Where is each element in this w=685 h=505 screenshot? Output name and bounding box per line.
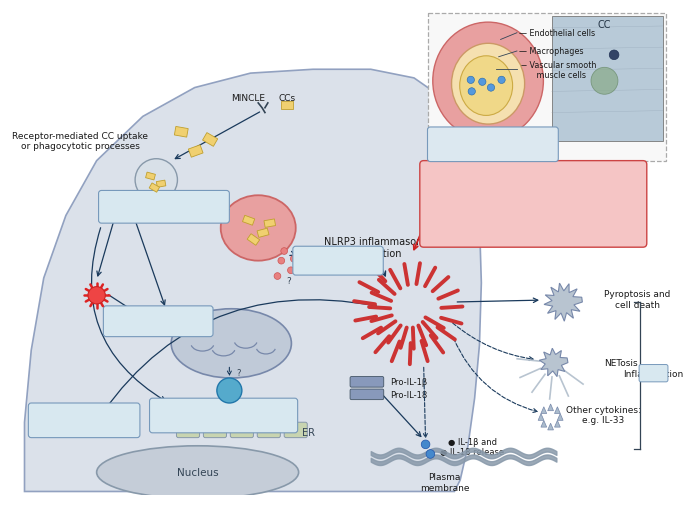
FancyBboxPatch shape <box>28 403 140 438</box>
Ellipse shape <box>97 446 299 499</box>
Text: Pyroptosis and
cell death: Pyroptosis and cell death <box>604 290 671 309</box>
FancyBboxPatch shape <box>293 247 383 276</box>
Circle shape <box>426 450 435 459</box>
Text: NETosis: NETosis <box>604 359 638 367</box>
Circle shape <box>591 68 618 95</box>
Circle shape <box>421 440 430 449</box>
FancyBboxPatch shape <box>99 191 229 224</box>
Text: Lysosomal damage
(membrane rupture): Lysosomal damage (membrane rupture) <box>117 197 210 217</box>
Text: MINCLE: MINCLE <box>232 93 266 103</box>
Text: Demonstrated to be affected
by the presence of CCs: Demonstrated to be affected by the prese… <box>434 134 551 154</box>
Text: CCs: CCs <box>279 93 296 103</box>
Text: Nucleus: Nucleus <box>177 467 219 477</box>
Polygon shape <box>149 183 160 193</box>
Text: ?: ? <box>286 277 291 286</box>
Polygon shape <box>555 407 560 414</box>
Circle shape <box>288 267 295 274</box>
Polygon shape <box>548 404 553 411</box>
Text: Content
release: Content release <box>320 251 356 271</box>
FancyBboxPatch shape <box>420 161 647 247</box>
Polygon shape <box>247 234 260 246</box>
Text: Other cytokines:
e.g. IL-33: Other cytokines: e.g. IL-33 <box>566 405 641 424</box>
Text: ● IL-1β and
● IL-18 release: ● IL-1β and ● IL-18 release <box>440 437 504 456</box>
Polygon shape <box>146 173 155 181</box>
Ellipse shape <box>171 309 291 378</box>
FancyBboxPatch shape <box>284 422 308 438</box>
Bar <box>428 15 666 161</box>
Polygon shape <box>541 407 547 414</box>
Polygon shape <box>538 414 544 421</box>
Circle shape <box>498 77 506 84</box>
Ellipse shape <box>460 57 512 116</box>
Circle shape <box>217 378 242 403</box>
Bar <box>551 17 663 142</box>
Circle shape <box>88 287 105 305</box>
Circle shape <box>609 51 619 61</box>
Text: Potential inhibitory approaches:
• Inhibition of CC uptake
• Inflammasome inacti: Potential inhibitory approaches: • Inhib… <box>428 169 616 230</box>
Circle shape <box>274 273 281 280</box>
Text: C5: C5 <box>223 386 236 395</box>
Text: ER cholesterol
overload: ER cholesterol overload <box>52 411 116 430</box>
Polygon shape <box>555 421 560 427</box>
Text: Inflammation: Inflammation <box>623 369 684 378</box>
Polygon shape <box>539 348 568 377</box>
Polygon shape <box>25 70 482 491</box>
FancyBboxPatch shape <box>149 398 298 433</box>
Circle shape <box>290 256 297 263</box>
FancyBboxPatch shape <box>639 365 668 382</box>
Text: Plasma
membrane: Plasma membrane <box>420 472 469 491</box>
Polygon shape <box>541 421 547 427</box>
Text: — Macrophages: — Macrophages <box>519 47 584 57</box>
Text: Intracellular complement
system (complosome): Intracellular complement system (complos… <box>171 406 277 425</box>
Ellipse shape <box>221 196 296 261</box>
Circle shape <box>278 258 285 265</box>
Circle shape <box>467 77 475 84</box>
Polygon shape <box>558 414 563 421</box>
FancyBboxPatch shape <box>258 422 280 438</box>
Polygon shape <box>203 133 218 147</box>
Circle shape <box>479 79 486 86</box>
Polygon shape <box>156 181 166 188</box>
FancyBboxPatch shape <box>350 389 384 400</box>
Circle shape <box>468 88 475 96</box>
Ellipse shape <box>433 23 543 140</box>
Polygon shape <box>257 229 269 238</box>
Text: Receptor-mediated CC uptake
or phagocytotic processes: Receptor-mediated CC uptake or phagocyto… <box>12 131 148 151</box>
FancyBboxPatch shape <box>230 422 253 438</box>
Polygon shape <box>264 220 275 228</box>
Polygon shape <box>188 145 203 158</box>
Text: ?: ? <box>237 368 241 377</box>
Circle shape <box>487 85 495 92</box>
Text: Pro-IL-18: Pro-IL-18 <box>390 390 427 399</box>
Text: ER: ER <box>301 427 314 437</box>
Text: Mitochondrial
damage: Mitochondrial damage <box>127 312 189 331</box>
Text: — Endothelial cells: — Endothelial cells <box>519 29 595 38</box>
FancyBboxPatch shape <box>203 422 227 438</box>
Polygon shape <box>281 102 293 110</box>
Ellipse shape <box>451 44 525 125</box>
Text: Pro-IL-1β: Pro-IL-1β <box>390 378 427 386</box>
Polygon shape <box>175 127 188 138</box>
Polygon shape <box>544 283 582 322</box>
Text: NLRP3 inflammasome
activation: NLRP3 inflammasome activation <box>324 237 432 259</box>
FancyBboxPatch shape <box>427 128 558 162</box>
Polygon shape <box>548 423 553 430</box>
Text: — Vascular smooth
   muscle cells: — Vascular smooth muscle cells <box>519 61 596 80</box>
Circle shape <box>135 160 177 201</box>
Text: CC: CC <box>598 20 611 30</box>
FancyBboxPatch shape <box>177 422 199 438</box>
Circle shape <box>281 248 288 255</box>
Text: ROS: ROS <box>88 291 105 300</box>
Polygon shape <box>242 216 255 226</box>
FancyBboxPatch shape <box>350 377 384 387</box>
Text: ?: ? <box>237 413 241 422</box>
FancyBboxPatch shape <box>103 306 213 337</box>
